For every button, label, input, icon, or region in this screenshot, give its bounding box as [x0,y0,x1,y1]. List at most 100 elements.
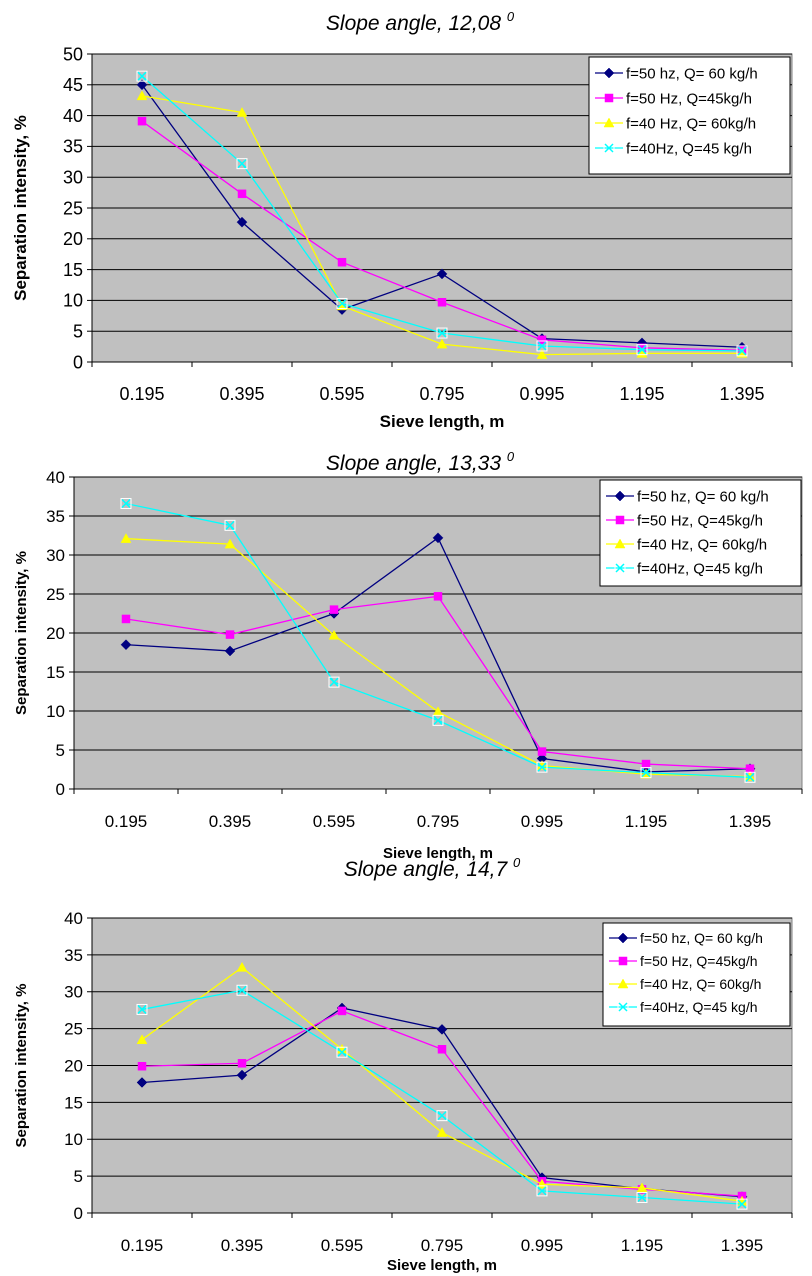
data-point-b [337,1047,347,1057]
y-tick-label: 15 [64,1093,83,1112]
chart-title-text: Slope angle, 12,08 [326,12,507,35]
legend-swatch-marker-b [604,143,614,153]
data-point [640,767,652,779]
data-point [636,1192,648,1204]
legend-swatch-marker-frame [603,142,615,154]
data-point [337,257,347,267]
x-tick-label: 0.995 [519,384,564,404]
legend-box [588,56,791,175]
legend-swatch-marker-frame [614,562,626,574]
y-tick-label: 0 [56,780,65,799]
chart-3: Slope angle, 14,7 005101520253035400.195… [13,855,793,1274]
data-point-frame [336,1046,348,1058]
data-point-frame [136,1003,148,1015]
y-tick-label: 40 [63,106,83,126]
data-point [736,345,748,357]
legend-label: f=50 Hz, Q=45kg/h [626,90,752,107]
legend-swatch-marker [617,1001,629,1013]
data-point [744,771,756,783]
y-tick-label: 30 [64,983,83,1002]
data-point-b [437,328,447,338]
data-point [136,70,148,82]
y-tick-label: 20 [63,229,83,249]
legend-entry-2: f=50 Hz, Q=45kg/h [606,512,763,529]
legend-label: f=50 hz, Q= 60 kg/h [626,65,758,82]
data-point [432,714,444,726]
data-point [537,747,547,756]
chart-title: Slope angle, 12,08 0 [326,9,515,35]
chart-title-text: Slope angle, 14,7 [344,858,513,881]
y-axis-label: Separation intensity, % [13,551,30,715]
legend-swatch-marker [614,562,626,574]
data-point [136,79,148,91]
legend-label: f=40Hz, Q=45 kg/h [640,999,758,1015]
chart-title-superscript: 0 [513,855,521,870]
y-tick-label: 0 [74,1204,83,1223]
legend-swatch-marker [603,117,615,128]
data-point-b [337,298,347,309]
data-point-frame [744,771,756,783]
data-point-frame [536,761,548,773]
data-point [744,771,756,781]
series-4 [136,70,748,357]
data-point-b [537,762,547,772]
legend-swatch-marker [603,142,615,154]
legend-entry-1: f=50 hz, Q= 60 kg/h [606,488,769,505]
data-point [236,158,248,170]
data-point [136,1077,148,1088]
data-point [433,592,443,601]
x-tick-label: 0.395 [219,384,264,404]
y-tick-label: 25 [46,585,65,604]
y-tick-label: 10 [64,1130,83,1149]
data-point [136,1034,148,1044]
data-point-frame [432,714,444,726]
data-point [137,1061,147,1071]
data-point [236,1069,248,1081]
legend-entry-4: f=40Hz, Q=45 kg/h [595,140,752,157]
y-tick-label: 35 [46,507,65,526]
series-3 [136,961,748,1206]
data-point [225,630,235,639]
data-point [437,297,447,307]
x-tick-label: 0.995 [521,812,564,831]
x-tick-label: 0.595 [313,812,356,831]
data-point [736,1198,748,1210]
data-point-b [737,1199,747,1209]
data-point-frame [436,1110,448,1122]
x-tick-label: 0.595 [319,384,364,404]
data-point-frame [736,345,748,357]
data-point [224,538,236,549]
legend-swatch-marker [614,538,626,549]
data-point-frame [236,984,248,996]
chart-title-superscript: 0 [507,9,515,24]
data-point-b [637,1192,647,1203]
data-point [328,676,340,688]
data-point [121,614,131,624]
y-tick-label: 20 [64,1056,83,1075]
legend: f=50 hz, Q= 60 kg/h f=50 Hz, Q=45kg/h f=40… [602,922,791,1027]
data-point [536,349,548,359]
y-axis-label: Separation intensity, % [11,115,30,301]
data-point-frame [336,297,348,309]
data-point-b [641,768,651,778]
legend-label: f=50 Hz, Q=45kg/h [640,953,758,969]
data-point-frame [736,1198,748,1210]
data-point [120,533,132,543]
data-point [536,340,548,352]
legend-swatch-marker [614,490,626,502]
legend-label: f=50 hz, Q= 60 kg/h [640,930,763,946]
data-point [436,1127,448,1137]
data-point-frame [236,158,248,170]
legend-label: f=40Hz, Q=45 kg/h [626,140,752,157]
data-point [137,116,147,126]
data-point-b [237,985,247,995]
x-tick-label: 0.395 [221,1236,264,1255]
legend-label: f=40Hz, Q=45 kg/h [637,560,763,577]
y-tick-label: 45 [63,75,83,95]
data-point-b [537,1186,547,1196]
y-tick-label: 35 [63,137,83,157]
y-tick-label: 50 [63,44,83,64]
legend-swatch-marker [615,515,625,525]
data-point-b [537,341,547,351]
